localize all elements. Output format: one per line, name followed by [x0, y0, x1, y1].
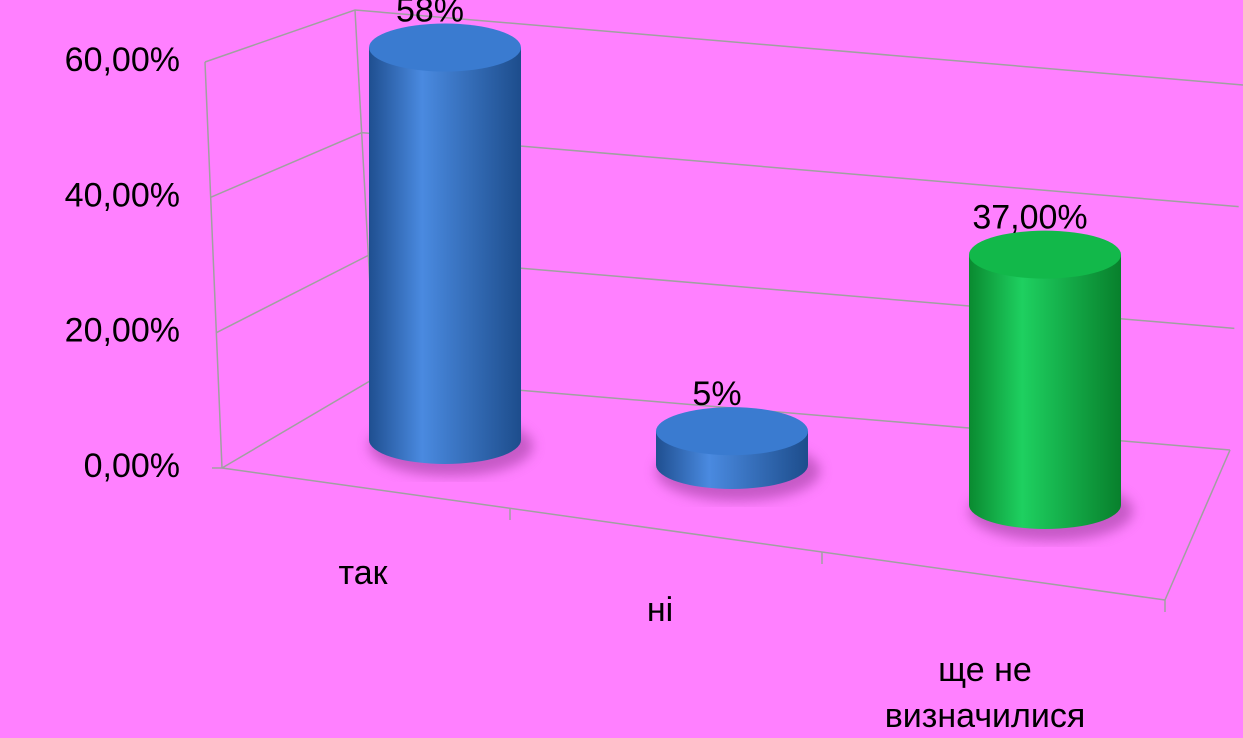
bar-top [969, 230, 1121, 279]
grid-line [204, 9, 1243, 86]
x-tick-label: ні [646, 591, 674, 629]
data-label: 58% [396, 0, 464, 30]
y-tick-label: 0,00% [84, 447, 180, 485]
bar-top [656, 407, 808, 456]
x-tick-label: так [338, 554, 388, 592]
y-tick-label: 20,00% [65, 312, 180, 350]
x-tick-label: ще не визначилися [884, 651, 1086, 735]
bar-top [369, 23, 521, 72]
data-label: 5% [692, 375, 741, 413]
y-tick-label: 40,00% [65, 176, 180, 214]
grid-line [210, 131, 1239, 208]
bar [969, 254, 1121, 529]
grid-line [215, 254, 1235, 334]
y-tick-label: 60,00% [65, 41, 180, 79]
data-label: 37,00% [972, 199, 1087, 237]
bar [369, 47, 521, 465]
